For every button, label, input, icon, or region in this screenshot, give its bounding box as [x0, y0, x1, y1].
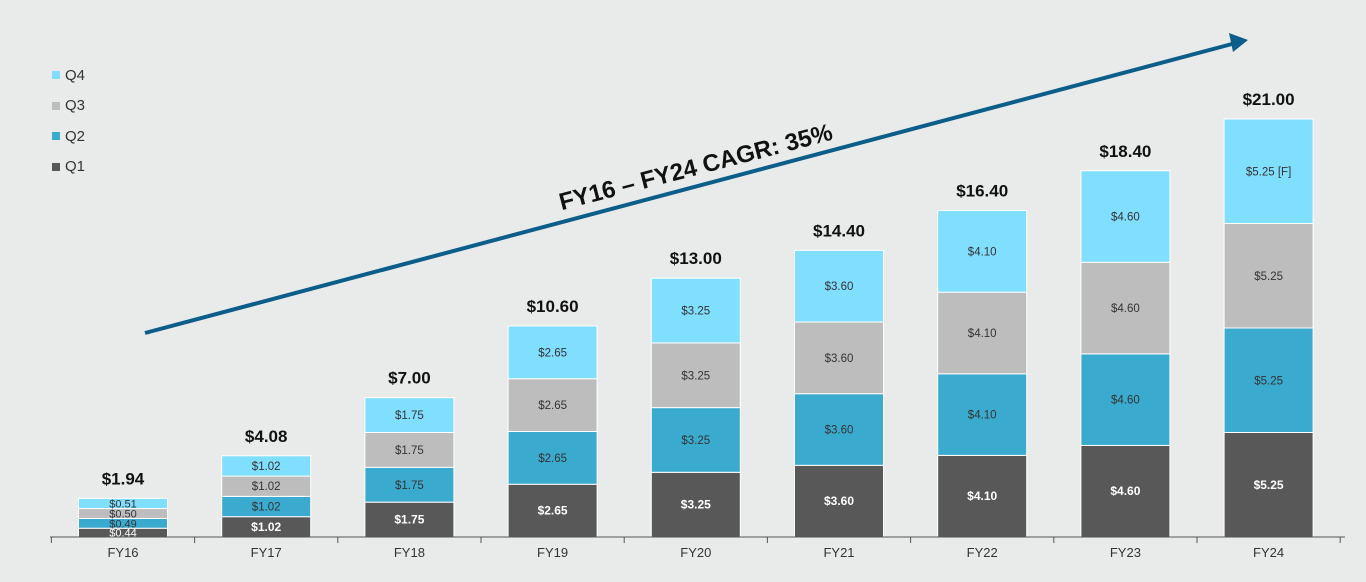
cagr-arrow-head [1229, 33, 1248, 52]
legend-swatch-q2 [52, 132, 60, 141]
cagr-arrow-line [144, 42, 1233, 335]
segment-label-fy23-q4: $4.60 [1111, 212, 1140, 224]
segment-label-fy20-q4: $3.25 [681, 306, 710, 318]
bar-segment-fy22-q4 [937, 210, 1028, 293]
x-axis-ticks: FY16 FY17 FY18 FY19 FY20 FY21 FY22 FY23 FY24 [50, 537, 1341, 560]
segment-label-fy21-q2: $3.60 [825, 425, 854, 437]
bar-segment-fy24-q2 [1223, 327, 1314, 433]
bar-segment-fy21-q4 [794, 249, 884, 323]
segment-label-fy22-q2: $4.10 [968, 410, 997, 422]
segment-label-fy21-q3: $3.60 [825, 353, 854, 365]
x-tick-label-fy20: FY20 [680, 545, 711, 560]
segment-label-fy24-q1: $5.25 [1254, 478, 1284, 492]
bar-segment-fy18-q4 [364, 397, 455, 433]
total-label-fy20: $13.00 [670, 249, 722, 268]
legend-swatch-q4 [52, 71, 60, 80]
legend-item-q3: Q3 [52, 91, 85, 122]
bar-segment-fy16-q4 [78, 497, 168, 510]
segment-label-fy24-q3: $5.25 [1254, 271, 1283, 283]
segment-label-fy16-q3: $0.50 [109, 509, 137, 521]
bar-segment-fy20-q2 [650, 407, 741, 473]
bar-segment-fy23-q2 [1080, 353, 1171, 446]
segment-label-fy19-q4: $2.65 [538, 347, 567, 359]
x-tick-label-fy16: FY16 [107, 545, 138, 560]
legend-label-q4: Q4 [65, 66, 86, 84]
bar-segment-fy18-q2 [364, 466, 455, 503]
total-label-fy18: $7.00 [388, 369, 431, 388]
bar-segment-fy22-q2 [937, 373, 1028, 456]
x-tick-label-fy23: FY23 [1110, 545, 1141, 560]
segment-label-fy17-q1: $1.02 [251, 520, 281, 534]
bars-group [78, 118, 1314, 538]
bar-segment-fy19-q3 [507, 378, 598, 433]
total-label-fy24: $21.00 [1243, 90, 1295, 109]
bar-segment-fy23-q4 [1080, 170, 1171, 263]
x-tick-label-fy21: FY21 [823, 545, 854, 560]
bar-segment-fy19-q1 [507, 483, 598, 538]
bar-segment-fy23-q3 [1080, 261, 1171, 355]
segment-label-fy16-q2: $0.49 [109, 518, 137, 530]
total-label-fy19: $10.60 [527, 297, 579, 316]
bar-segment-fy22-q3 [937, 291, 1028, 375]
total-label-fy17: $4.08 [245, 427, 288, 446]
total-label-fy23: $18.40 [1099, 142, 1151, 161]
segment-label-fy17-q3: $1.02 [252, 481, 281, 493]
legend-label-q3: Q3 [65, 97, 86, 115]
bar-segment-fy17-q4 [221, 455, 312, 477]
legend-swatch-q3 [52, 101, 60, 110]
segment-label-fy18-q1: $1.75 [394, 513, 424, 527]
labels-group: $0.44$0.49$0.50$0.51$1.94$1.02$1.02$1.02… [102, 90, 1295, 540]
segment-label-fy23-q3: $4.60 [1111, 303, 1140, 315]
total-label-fy21: $14.40 [813, 221, 865, 240]
segment-label-fy24-q2: $5.25 [1254, 375, 1283, 387]
segment-label-fy21-q4: $3.60 [825, 281, 854, 293]
segment-label-fy18-q3: $1.75 [395, 445, 424, 457]
legend-item-q1: Q1 [52, 152, 85, 183]
chart-legend: Q4 Q3 Q2 Q1 [52, 60, 85, 182]
segment-label-fy17-q2: $1.02 [252, 502, 281, 514]
segment-label-fy23-q1: $4.60 [1110, 484, 1140, 498]
total-label-fy16: $1.94 [102, 469, 145, 488]
bar-segment-fy24-q1 [1223, 432, 1314, 538]
bar-segment-fy24-q3 [1223, 223, 1314, 329]
segment-label-fy20-q3: $3.25 [681, 370, 710, 382]
segment-label-fy19-q3: $2.65 [538, 400, 567, 412]
bar-segment-fy20-q3 [650, 342, 741, 409]
x-tick-label-fy19: FY19 [537, 545, 568, 560]
total-label-fy22: $16.40 [956, 182, 1008, 201]
segment-label-fy19-q1: $2.65 [538, 504, 568, 518]
x-tick-label-fy22: FY22 [967, 545, 998, 560]
segment-label-fy22-q4: $4.10 [968, 246, 997, 258]
segment-label-fy22-q1: $4.10 [967, 489, 997, 503]
bar-segment-fy19-q2 [507, 431, 598, 485]
segment-label-fy18-q2: $1.75 [395, 480, 424, 492]
segment-label-fy24-q4: $5.25 [F] [1246, 166, 1291, 178]
legend-item-q2: Q2 [52, 121, 85, 152]
bar-segment-fy20-q4 [650, 277, 741, 344]
segment-label-fy21-q1: $3.60 [824, 494, 854, 508]
bar-segment-fy24-q4 [1223, 118, 1314, 224]
segment-label-fy22-q3: $4.10 [968, 328, 997, 340]
bar-segment-fy21-q3 [794, 321, 884, 395]
cagr-arrow [144, 33, 1248, 335]
segment-label-fy18-q4: $1.75 [395, 410, 424, 422]
legend-label-q2: Q2 [65, 127, 86, 145]
segment-label-fy23-q2: $4.60 [1111, 395, 1140, 407]
x-tick-label-fy17: FY17 [251, 545, 282, 560]
x-tick-label-fy18: FY18 [394, 545, 425, 560]
bar-segment-fy21-q2 [794, 393, 884, 466]
bar-segment-fy19-q4 [507, 325, 598, 380]
bar-segment-fy18-q3 [364, 432, 455, 468]
legend-label-q1: Q1 [65, 158, 86, 176]
segment-label-fy19-q2: $2.65 [538, 453, 567, 465]
x-tick-label-fy24: FY24 [1253, 545, 1284, 560]
legend-item-q4: Q4 [52, 60, 85, 91]
segment-label-fy17-q4: $1.02 [252, 461, 281, 473]
legend-swatch-q1 [52, 162, 60, 171]
bar-segment-fy20-q1 [650, 471, 741, 538]
segment-label-fy20-q1: $3.25 [681, 498, 711, 512]
segment-label-fy20-q2: $3.25 [681, 435, 710, 447]
segment-label-fy16-q4: $0.51 [109, 498, 137, 510]
